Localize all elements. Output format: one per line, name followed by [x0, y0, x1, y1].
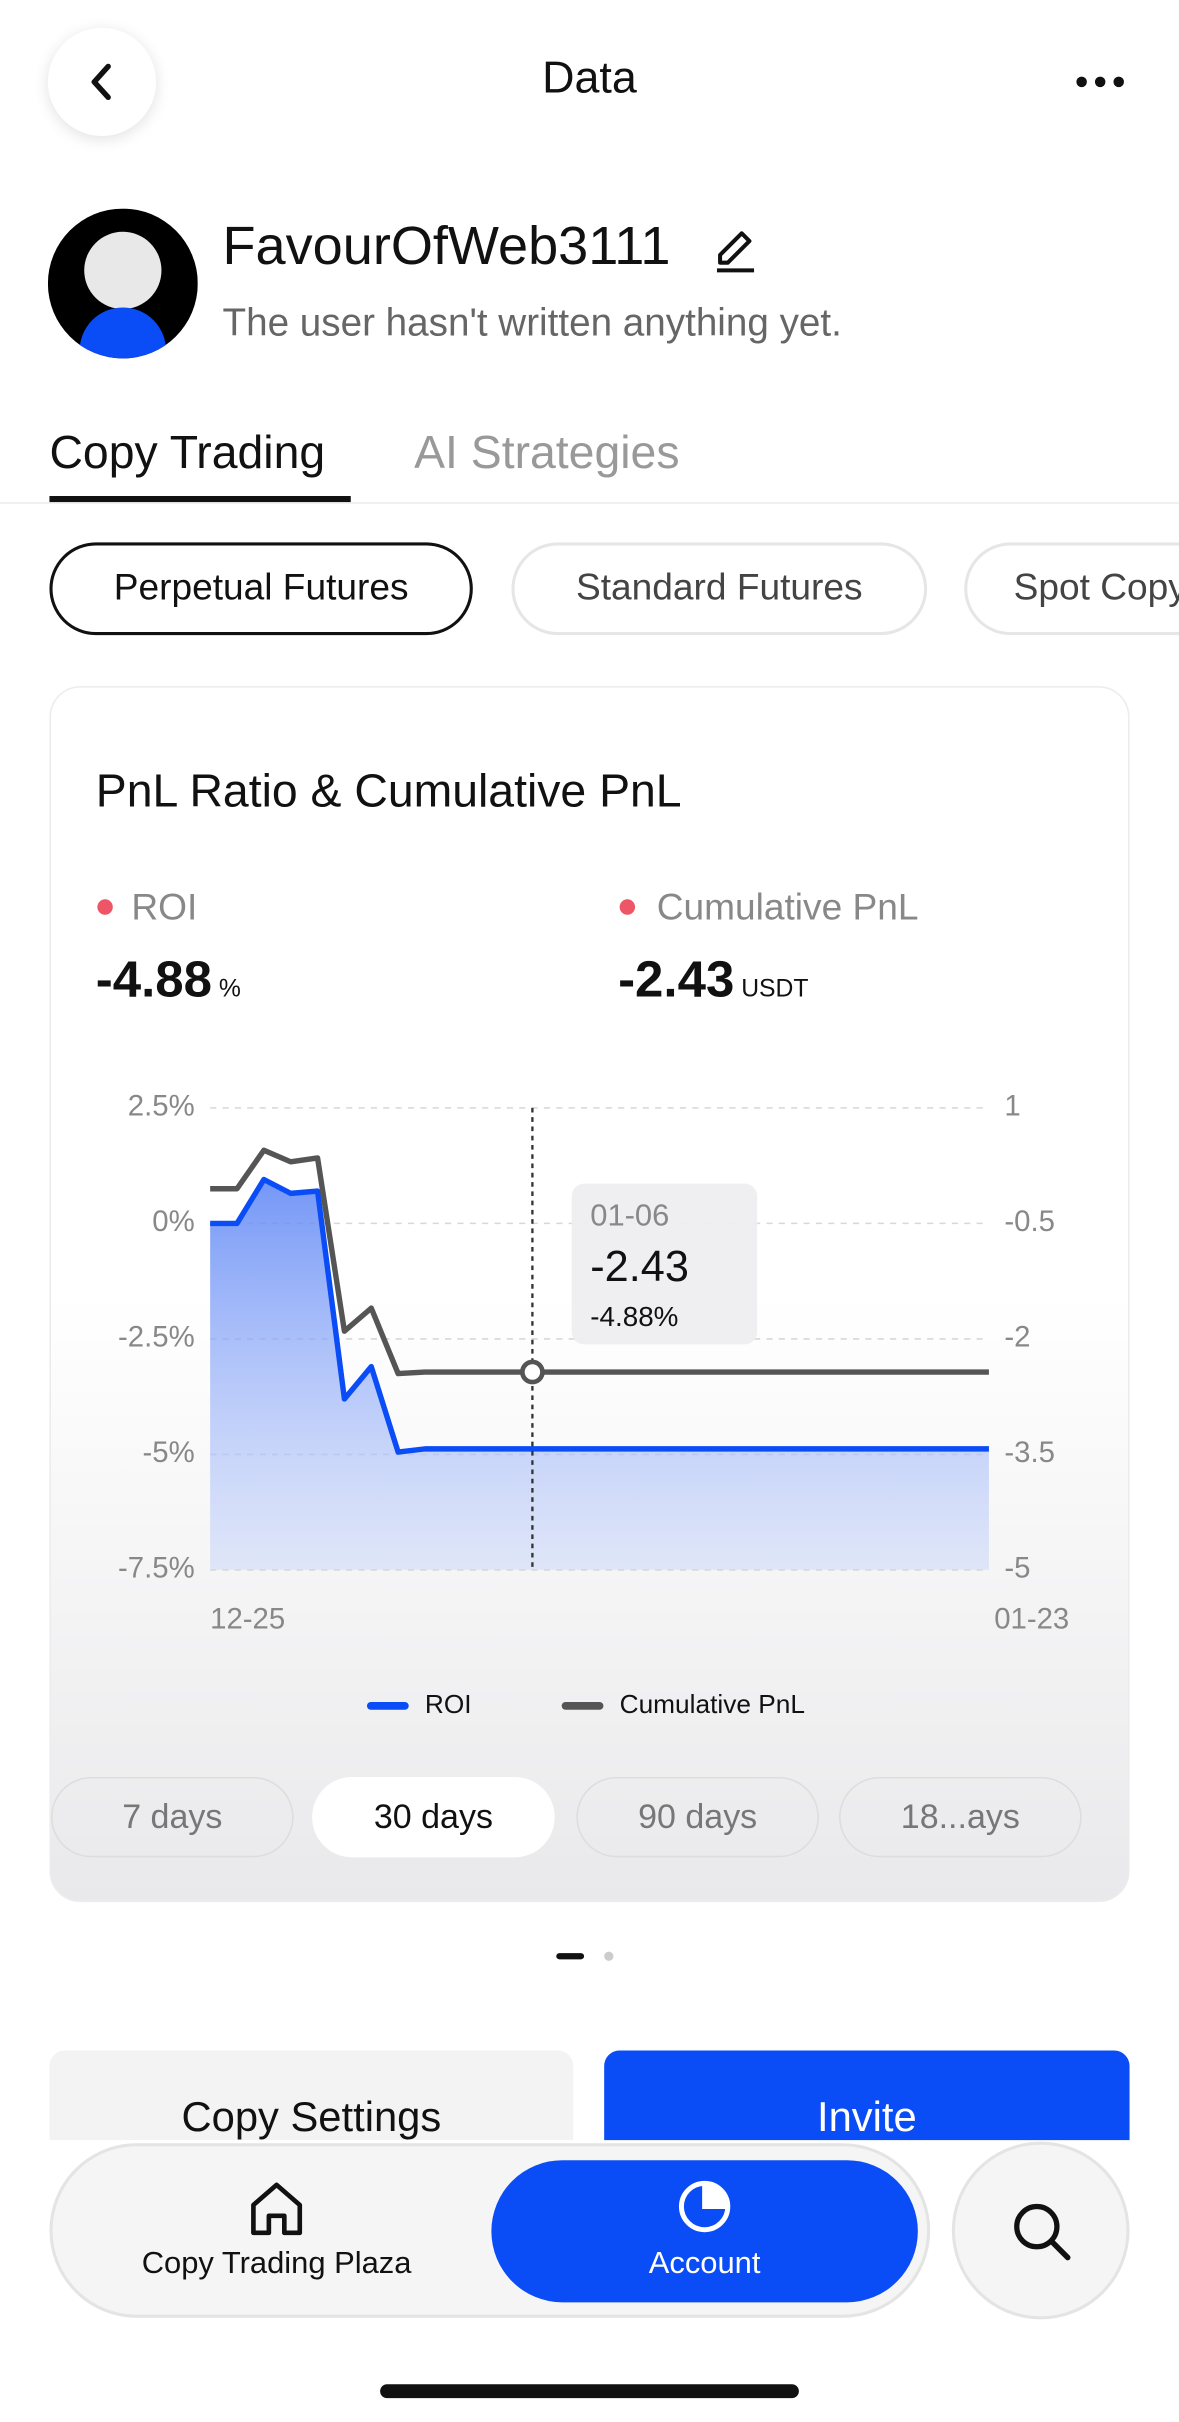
x-tick-label: 12-25: [210, 1603, 285, 1636]
y-tick-label: -7.5%: [118, 1552, 195, 1585]
y2-tick-label: -5: [1004, 1552, 1030, 1585]
period-button[interactable]: 90 days: [576, 1776, 819, 1858]
tab-divider: [0, 502, 1179, 504]
home-icon: [251, 2182, 303, 2236]
tooltip-marker: [520, 1359, 545, 1385]
nav-item[interactable]: Copy Trading Plaza: [141, 2246, 412, 2281]
filter-chip[interactable]: Spot Copy Trading: [964, 542, 1179, 636]
page-indicator: [604, 1951, 614, 1961]
series-line: [210, 1176, 989, 1455]
legend-label: Cumulative PnL: [620, 1689, 805, 1719]
period-button-active[interactable]: 30 days: [312, 1776, 555, 1858]
tooltip-roi: -4.88%: [590, 1301, 679, 1332]
y-tick-label: -5%: [143, 1436, 195, 1469]
series-line: [210, 1147, 989, 1377]
y-tick-label: 2.5%: [128, 1090, 195, 1123]
back-button[interactable]: [47, 27, 157, 136]
nav-item-active[interactable]: Account: [491, 2160, 918, 2303]
y2-tick-label: -0.5: [1004, 1205, 1055, 1238]
button-label: Copy Settings: [181, 2093, 442, 2141]
button-label: Invite: [816, 2093, 917, 2141]
account-icon: [678, 2180, 731, 2233]
period-button[interactable]: 18...ays: [839, 1776, 1082, 1858]
home-indicator: [380, 2384, 799, 2399]
avatar: [47, 208, 198, 359]
roi-area: [210, 1179, 989, 1570]
y-tick-label: 0%: [152, 1205, 194, 1238]
chart: -7.5% -5% -2.5% 0% 2.5% -5 -3.5 -2 -0.5 1 12-25 01-…: [118, 1090, 1069, 1719]
y2-tick-label: -2: [1004, 1321, 1030, 1354]
metric-value: -2.43 USDT: [618, 950, 808, 1009]
metric-unit: %: [218, 976, 241, 1003]
metric-unit: USDT: [741, 976, 809, 1003]
more-button[interactable]: [1066, 62, 1134, 102]
tooltip: 01-06 -2.43 -4.88%: [571, 1183, 758, 1345]
nav-label: Account: [648, 2246, 761, 2281]
page-indicator-active: [556, 1953, 585, 1960]
metric-dot: [97, 899, 113, 915]
x-tick-label: 01-23: [994, 1603, 1069, 1636]
metric-label: Cumulative PnL: [656, 886, 919, 929]
metric-number: -4.88: [95, 950, 213, 1008]
tooltip-value: -2.43: [590, 1242, 689, 1291]
y2-tick-label: 1: [1004, 1090, 1020, 1123]
tab[interactable]: AI Strategies: [414, 428, 680, 480]
filter-chip-active[interactable]: Perpetual Futures: [49, 542, 473, 636]
metric-dot: [619, 899, 636, 915]
legend-label: ROI: [425, 1689, 472, 1719]
tab-active[interactable]: Copy Trading: [49, 428, 326, 480]
metric-label: ROI: [131, 886, 198, 929]
filter-chip[interactable]: Standard Futures: [511, 542, 928, 636]
search-icon: [1014, 2203, 1071, 2261]
card-title: PnL Ratio & Cumulative PnL: [95, 766, 682, 818]
user-name: FavourOfWeb3111: [222, 216, 671, 277]
y2-tick-label: -3.5: [1004, 1436, 1055, 1469]
metric-value: -4.88 %: [96, 950, 241, 1009]
tab-underline: [49, 496, 351, 503]
page-title: Data: [542, 54, 637, 104]
search-button[interactable]: [951, 2141, 1130, 2320]
metric-number: -2.43: [618, 950, 735, 1008]
back-icon: [91, 63, 111, 101]
y-tick-label: -2.5%: [118, 1321, 195, 1354]
edit-icon[interactable]: [711, 226, 760, 275]
user-bio: The user hasn't written anything yet.: [222, 301, 842, 345]
tooltip-date: 01-06: [590, 1199, 670, 1234]
period-button[interactable]: 7 days: [50, 1776, 294, 1858]
